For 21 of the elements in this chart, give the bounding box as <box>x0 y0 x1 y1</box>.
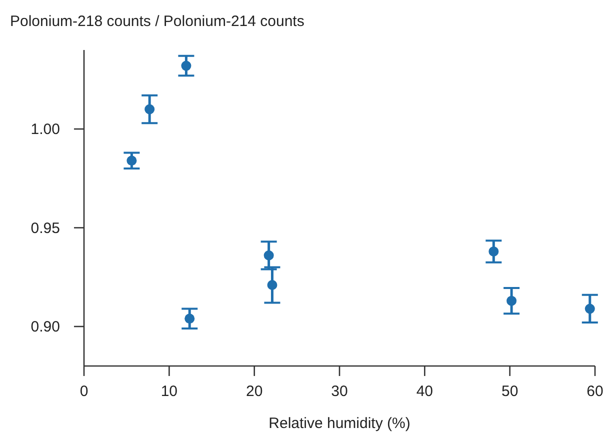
point <box>584 304 595 314</box>
x-tick-label: 30 <box>331 383 348 400</box>
x-tick-label: 50 <box>501 383 518 400</box>
point <box>506 296 517 306</box>
point <box>264 250 274 260</box>
y-tick-label: 0.90 <box>30 318 60 336</box>
y-tick-label: 0.95 <box>30 220 60 237</box>
x-tick-label: 40 <box>416 383 434 400</box>
point <box>181 60 192 71</box>
y-axis-title: Polonium-218 counts / Polonium-214 counts <box>10 13 304 30</box>
y-tick-label: 1.00 <box>30 121 60 138</box>
x-tick-label: 60 <box>586 383 604 400</box>
x-axis-title: Relative humidity (%) <box>268 415 410 432</box>
x-tick-label: 10 <box>160 383 178 400</box>
point <box>126 156 137 166</box>
point <box>184 314 195 324</box>
x-tick-label: 0 <box>80 383 88 400</box>
point <box>488 246 499 256</box>
point <box>267 280 278 290</box>
x-tick-label: 20 <box>246 383 263 400</box>
point <box>144 104 155 114</box>
